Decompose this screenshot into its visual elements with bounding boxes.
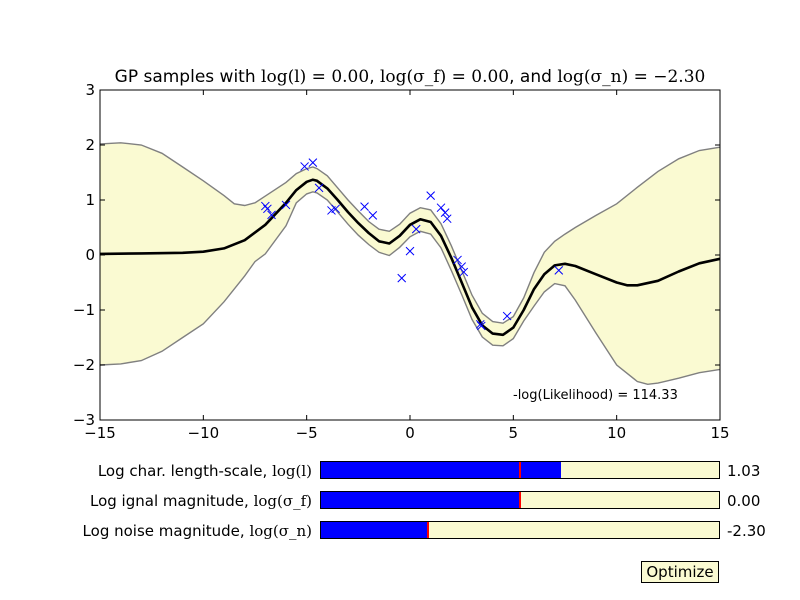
data-point xyxy=(281,200,291,210)
y-tick-label: 0 xyxy=(85,246,95,264)
y-tick-label: −2 xyxy=(73,356,95,374)
x-tick-label: 5 xyxy=(509,424,519,442)
slider-label: Log ignal magnitude, log(σ_f) xyxy=(90,492,312,510)
data-point xyxy=(263,204,272,214)
y-tick-label: −1 xyxy=(73,301,95,319)
data-point xyxy=(308,158,318,167)
data-point xyxy=(360,202,369,211)
length-scale-slider[interactable] xyxy=(320,461,720,479)
data-point xyxy=(442,214,452,224)
y-tick-label: 1 xyxy=(85,191,95,209)
data-point xyxy=(267,210,276,220)
data-point xyxy=(440,208,450,218)
data-point xyxy=(314,183,324,193)
y-tick-label: −3 xyxy=(73,411,95,429)
data-point xyxy=(476,321,486,331)
data-point xyxy=(405,246,415,256)
confidence-band xyxy=(100,142,720,385)
data-point xyxy=(368,211,378,220)
signal-magnitude-slider[interactable] xyxy=(320,491,720,509)
slider-noise-magnitude: Log noise magnitude, log(σ_n) -2.30 xyxy=(0,521,800,541)
data-point xyxy=(457,262,467,271)
slider-initial-marker xyxy=(519,462,521,478)
data-point xyxy=(436,203,446,213)
slider-label: Log char. length-scale, log(l) xyxy=(97,462,312,480)
slider-length-scale: Log char. length-scale, log(l) 1.03 xyxy=(0,461,800,481)
slider-value: -2.30 xyxy=(727,522,766,540)
data-point xyxy=(453,255,462,265)
x-tick-label: −5 xyxy=(296,424,318,442)
slider-label: Log noise magnitude, log(σ_n) xyxy=(82,522,312,540)
data-point xyxy=(300,162,309,171)
slider-fill xyxy=(321,462,561,478)
data-point xyxy=(459,267,469,277)
slider-value: 1.03 xyxy=(727,462,761,480)
slider-value: 0.00 xyxy=(727,492,761,510)
lower-bound-line xyxy=(99,191,721,386)
data-point xyxy=(502,311,512,321)
x-tick-label: 10 xyxy=(607,424,626,442)
data-point xyxy=(397,273,407,283)
slider-fill xyxy=(321,522,429,538)
data-point xyxy=(411,224,421,234)
data-point xyxy=(331,204,340,214)
upper-bound-line xyxy=(99,142,721,324)
data-point xyxy=(426,191,436,200)
likelihood-annotation: -log(Likelihood) = 114.33 xyxy=(513,388,678,403)
noise-magnitude-slider[interactable] xyxy=(320,521,720,539)
slider-signal-magnitude: Log ignal magnitude, log(σ_f) 0.00 xyxy=(0,491,800,511)
slider-initial-marker xyxy=(519,492,521,508)
x-tick-label: −15 xyxy=(84,424,116,442)
x-tick-label: −10 xyxy=(188,424,220,442)
x-tick-label: 15 xyxy=(710,424,729,442)
y-tick-label: 2 xyxy=(85,136,95,154)
optimize-button[interactable]: Optimize xyxy=(641,561,719,583)
slider-fill xyxy=(321,492,520,508)
data-point xyxy=(554,266,564,275)
plot-area xyxy=(99,142,721,386)
y-tick-label: 3 xyxy=(85,81,95,99)
slider-initial-marker xyxy=(427,522,430,538)
x-tick-label: 0 xyxy=(405,424,415,442)
chart-title: GP samples with log(l) = 0.00, log(σ_f) … xyxy=(115,67,706,87)
mean-line xyxy=(99,178,721,337)
